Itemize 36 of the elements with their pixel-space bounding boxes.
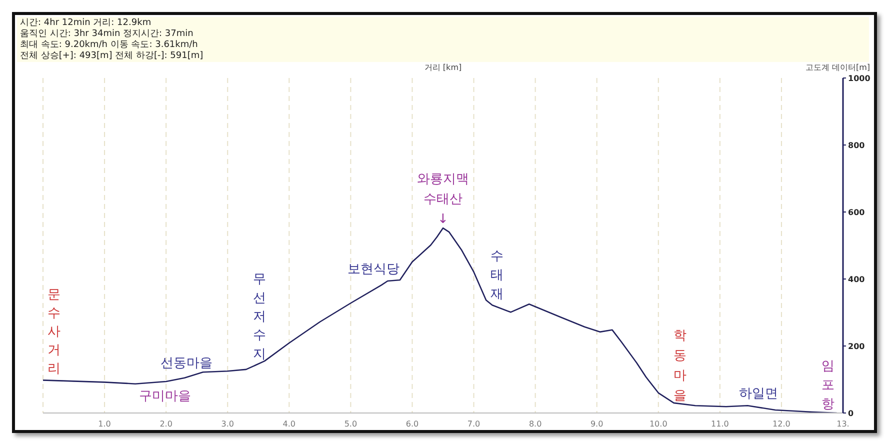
text: 최대 속도: 9.20km/h 이동 속도: 3.61km/h [20, 40, 199, 51]
line-series [43, 227, 838, 413]
x-tick-label: 6.0 [406, 420, 419, 429]
annotation: 하일면 [739, 386, 778, 402]
annotation: 무선저수지 [253, 272, 266, 362]
y-tick-label: 600 [848, 208, 866, 217]
x-tick-label: 3.0 [221, 420, 234, 429]
annotation: 임포항 [821, 359, 834, 412]
y-tick-label: 1000 [848, 74, 871, 83]
x-tick-label: 9.0 [590, 420, 604, 429]
x-tick-label: 4.0 [282, 420, 296, 429]
y-tick-label: 800 [848, 140, 866, 150]
x-tick-label: 8.0 [528, 420, 542, 429]
x-tick-label: 10.0 [649, 420, 668, 429]
annotation: 구미마을 [138, 389, 191, 404]
annotation: 와룡지맥 수태산 ↓ [417, 172, 469, 228]
x-tick-label: 1.0 [98, 420, 111, 429]
x-tick-label: 2.0 [160, 420, 172, 429]
text: 움직인 시간: 3hr 34min 정지시간: 37min [20, 29, 194, 40]
x-tick-label: 7.0 [467, 420, 480, 429]
annotation: 수태재 [490, 249, 504, 302]
y-axis-title: 고도계 데이터[m] [804, 62, 870, 73]
x-tick-label: 13. [836, 420, 850, 429]
y-tick-label: 200 [848, 342, 866, 351]
x-tick-label: 12.0 [772, 420, 790, 429]
text: 전체 상승[+]: 493[m] 전체 하강[-]: 591[m] [20, 51, 204, 62]
x-tick-label: 11.0 [711, 420, 729, 429]
annotation: 선동마을 [160, 356, 213, 371]
annotation: 학동마을 [673, 328, 686, 404]
text: 시간: 4hr 12min 거리: 12.9km [20, 18, 152, 29]
x-tick-label: 5.0 [344, 420, 358, 429]
x-axis-title: 거리 [km] [423, 62, 463, 73]
y-tick-label: 400 [848, 274, 866, 284]
annotation: 보현식당 [347, 262, 400, 278]
annotation: 문수사거리 [48, 288, 61, 377]
y-tick-label: 0 [848, 408, 854, 418]
